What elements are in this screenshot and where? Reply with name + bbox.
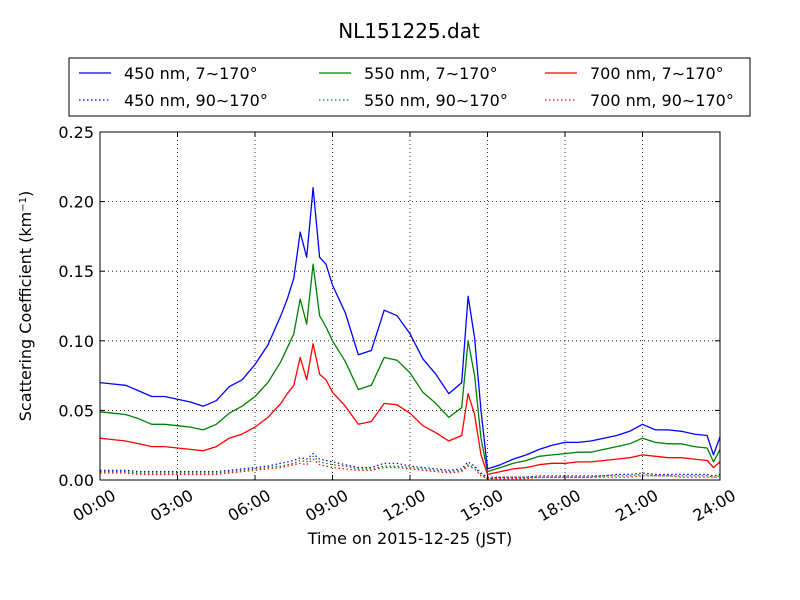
- legend: 450 nm, 7∼170° 550 nm, 7∼170° 700 nm, 7∼17…: [68, 57, 751, 117]
- series-line-0: [99, 187, 721, 470]
- y-tick-label: 0.20: [58, 193, 94, 212]
- x-tick-label: 15:00: [457, 486, 506, 526]
- axis-ticks: [99, 131, 721, 481]
- y-axis-label: Scattering Coefficient (km−1): [16, 191, 35, 422]
- legend-label: 550 nm, 7∼170°: [364, 64, 498, 83]
- x-tick-label: 12:00: [380, 486, 429, 526]
- y-axis-label-sup: −1: [18, 197, 29, 212]
- series-group: [99, 187, 721, 480]
- legend-label: 700 nm, 7∼170°: [590, 64, 724, 83]
- plot-background: [100, 132, 720, 480]
- y-tick-label: 0.15: [58, 262, 94, 281]
- x-tick-label: 09:00: [302, 486, 351, 526]
- x-tick-label: 21:00: [612, 486, 661, 526]
- y-axis-label-main: Scattering Coefficient (km: [16, 212, 35, 422]
- y-axis-label-end: ): [16, 191, 35, 197]
- x-tick-label: 06:00: [225, 486, 274, 526]
- x-tick-labels: 00:00 03:00 06:00 09:00 12:00 15:00 18:00 21:00…: [70, 486, 739, 526]
- legend-label: 700 nm, 90∼170°: [590, 91, 734, 110]
- chart-title: NL151225.dat: [338, 19, 480, 43]
- series-line-4: [100, 455, 721, 480]
- series-line-2: [99, 342, 721, 476]
- legend-box: [68, 57, 751, 117]
- y-tick-label: 0.25: [58, 123, 94, 142]
- legend-label: 450 nm, 7∼170°: [124, 64, 258, 83]
- x-axis-label: Time on 2015-12-25 (JST): [307, 529, 512, 548]
- legend-label: 450 nm, 90∼170°: [124, 91, 268, 110]
- y-tick-label: 0.10: [58, 332, 94, 351]
- series-line-1: [99, 263, 721, 473]
- y-tick-label: 0.05: [58, 401, 94, 420]
- x-tick-label: 18:00: [535, 486, 584, 526]
- x-tick-label: 03:00: [147, 486, 196, 526]
- grid-lines: [100, 132, 720, 480]
- y-tick-labels: 0.00 0.05 0.10 0.15 0.20 0.25: [58, 123, 94, 490]
- x-tick-label: 00:00: [70, 486, 119, 526]
- x-tick-label: 24:00: [690, 486, 739, 526]
- legend-label: 550 nm, 90∼170°: [364, 91, 508, 110]
- y-tick-label: 0.00: [58, 471, 94, 490]
